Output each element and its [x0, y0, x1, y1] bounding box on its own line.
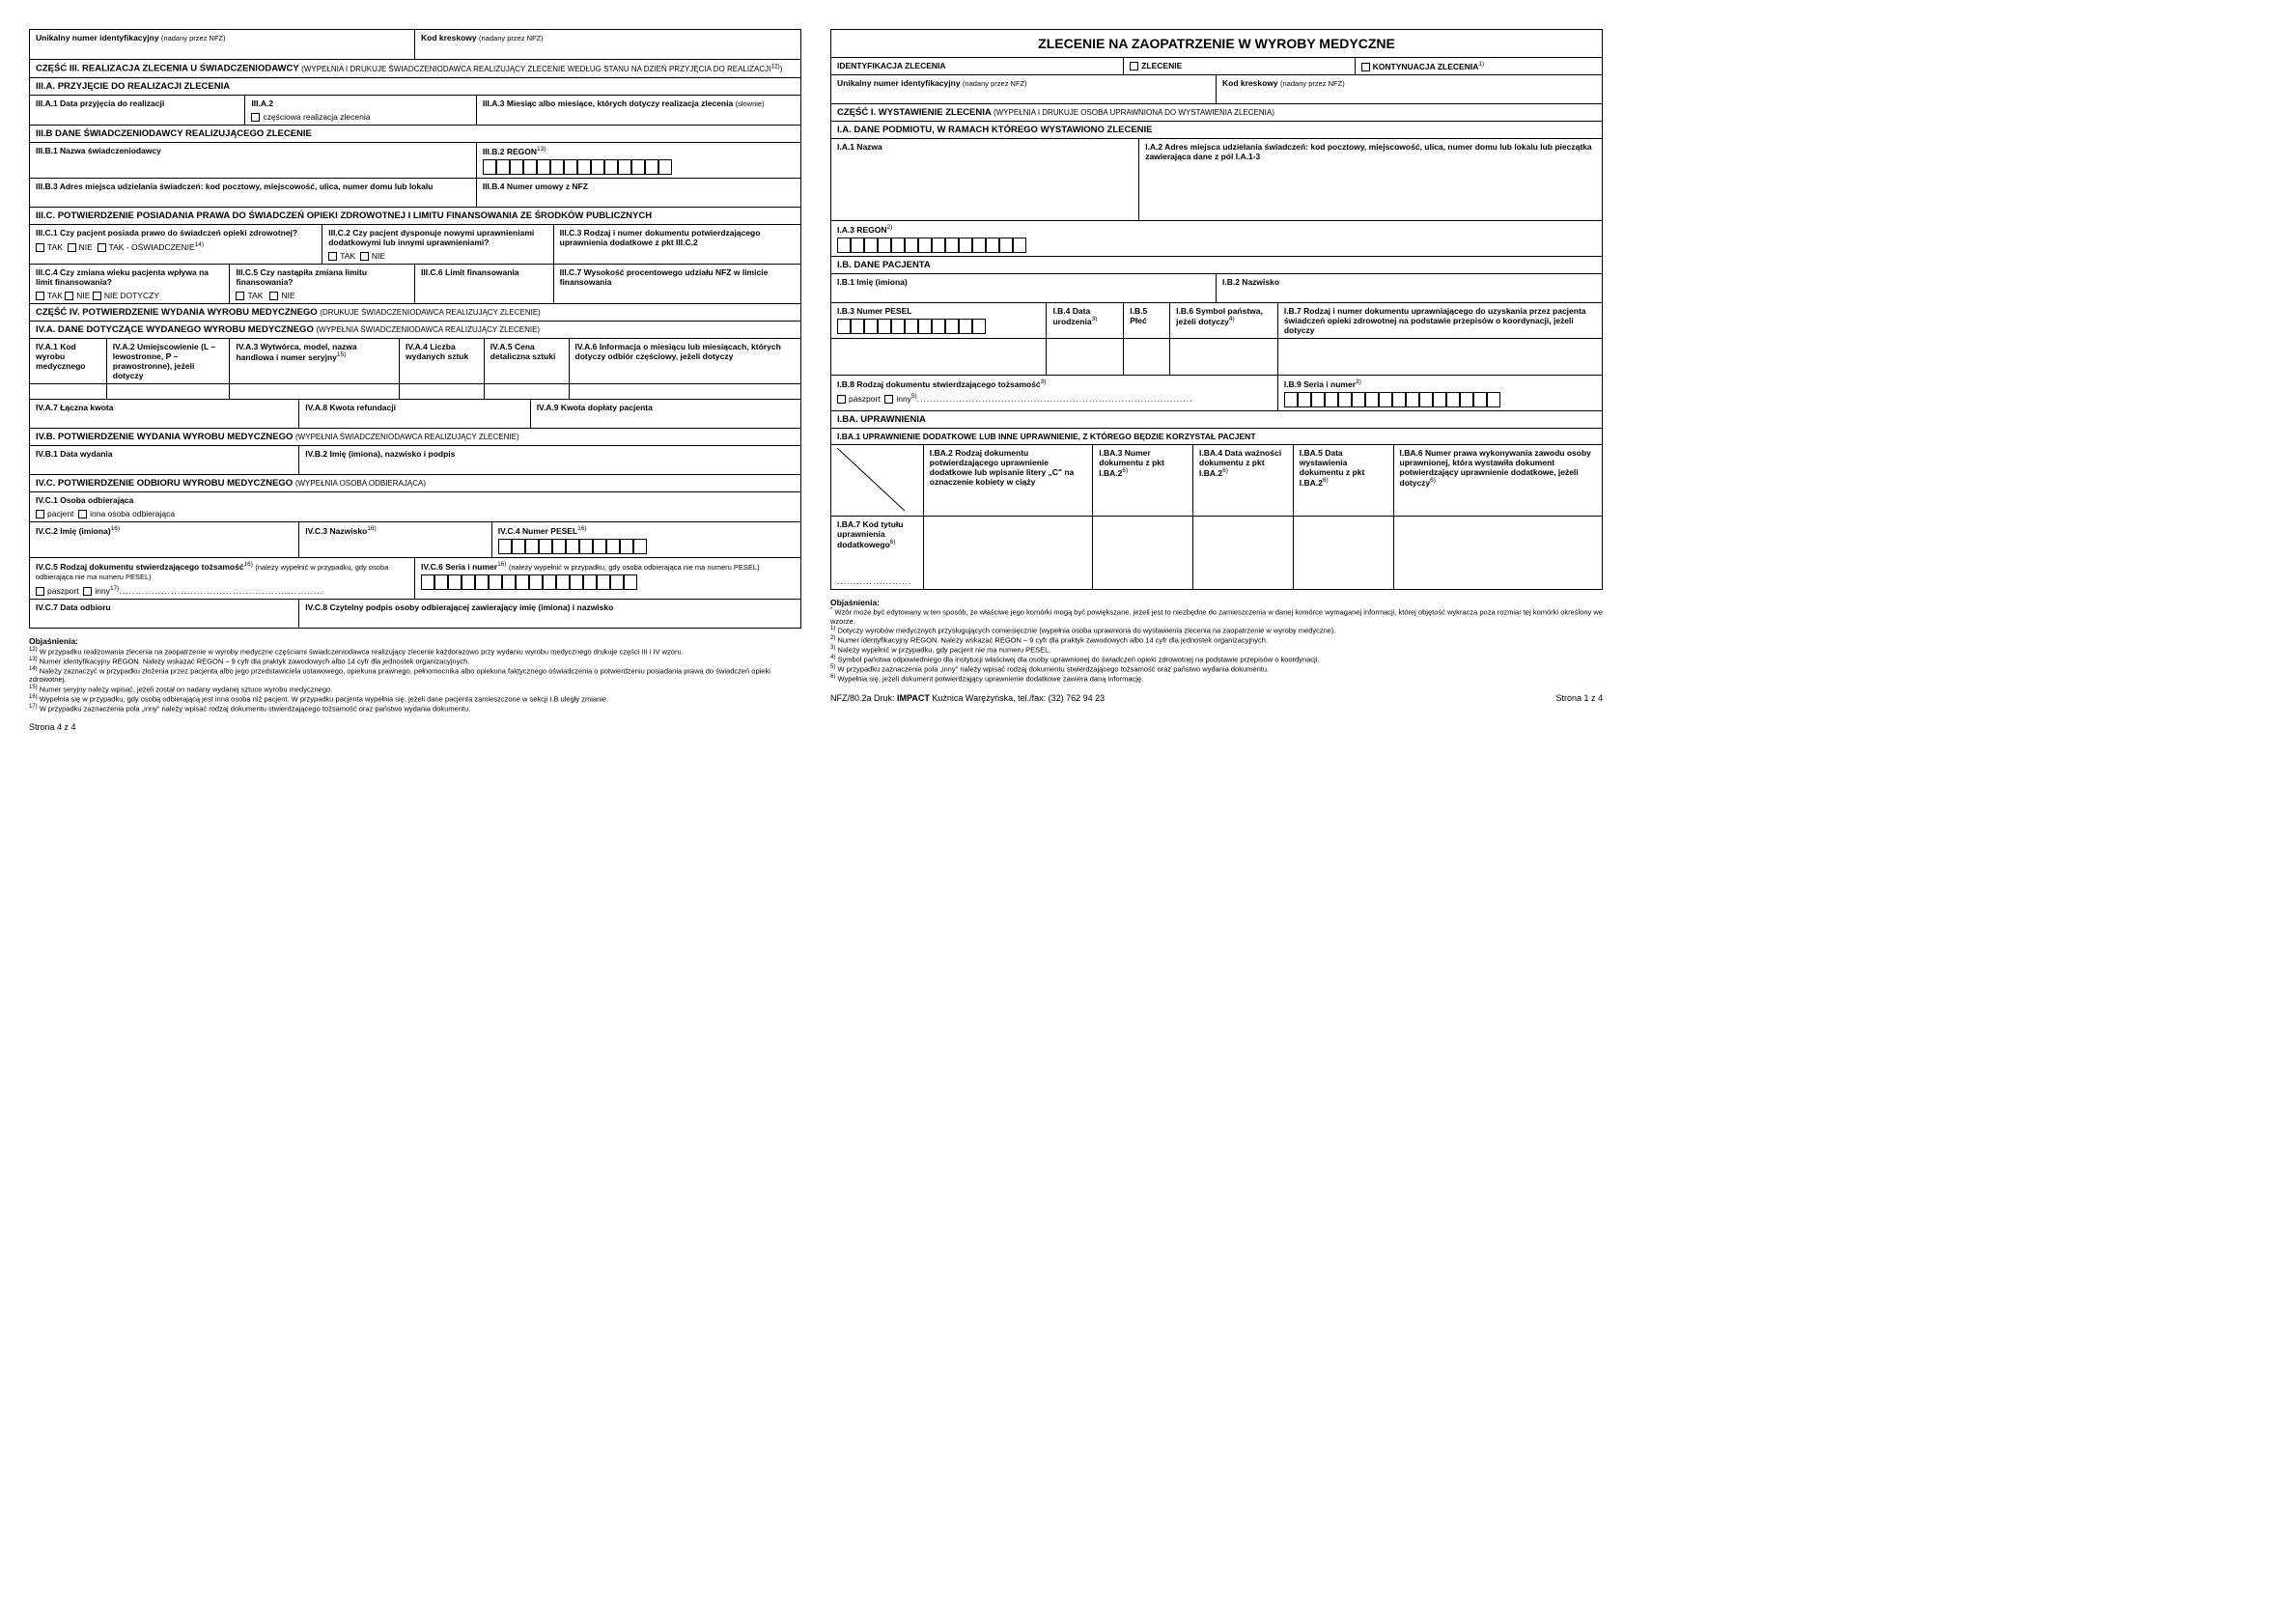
pesel-boxes[interactable] [498, 539, 795, 554]
czesc4: CZĘŚĆ IV. POTWIERDZENIE WYDANIA WYROBU M… [36, 307, 318, 318]
czesc1: CZĘŚĆ I. WYSTAWIENIE ZLECENIA [837, 107, 991, 118]
IA: I.A. DANE PODMIOTU, W RAMACH KTÓREGO WYS… [831, 121, 1602, 138]
IVC: IV.C. POTWIERDZENIE ODBIORU WYROBU MEDYC… [36, 478, 293, 489]
checkbox-kontynuacja[interactable] [1361, 63, 1370, 71]
diagonal-icon [837, 448, 905, 511]
pesel-right-boxes[interactable] [837, 319, 1040, 334]
unikalny-label: Unikalny numer identyfikacyjny [36, 33, 159, 42]
regon-right-boxes[interactable] [837, 238, 1596, 253]
footer-right: NFZ/80.2a Druk: IMPACT Kuźnica Warężyńsk… [830, 693, 1603, 703]
footer-left: Strona 4 z 4 [29, 722, 801, 732]
IIIB: III.B DANE ŚWIADCZENIODAWCY REALIZUJĄCEG… [30, 125, 800, 142]
IBA1: I.BA.1 UPRAWNIENIE DODATKOWE LUB INNE UP… [831, 428, 1602, 444]
checkbox-zlecenie[interactable] [1130, 62, 1138, 70]
objasnienia-left: Objaśnienia: 12) W przypadku realizowani… [29, 636, 801, 713]
form-right: ZLECENIE NA ZAOPATRZENIE W WYROBY MEDYCZ… [830, 29, 1603, 590]
form-left: Unikalny numer identyfikacyjny (nadany p… [29, 29, 801, 629]
IVA: IV.A. DANE DOTYCZĄCE WYDANEGO WYROBU MED… [36, 324, 314, 335]
checkbox-partial[interactable] [251, 113, 260, 122]
regon-boxes[interactable] [483, 159, 795, 175]
IB: I.B. DANE PACJENTA [831, 256, 1602, 273]
czesc3: CZĘŚĆ III. REALIZACJA ZLECENIA U ŚWIADCZ… [36, 64, 299, 74]
objasnienia-right: Objaśnienia: * Wzór może być edytowany w… [830, 598, 1603, 684]
IIIA: III.A. PRZYJĘCIE DO REALIZACJI ZLECENIA [30, 77, 800, 95]
form-title: ZLECENIE NA ZAOPATRZENIE W WYROBY MEDYCZ… [831, 30, 1602, 58]
page-left: Unikalny numer identyfikacyjny (nadany p… [29, 29, 801, 732]
IBA: I.BA. UPRAWNIENIA [831, 410, 1602, 428]
page-right: ZLECENIE NA ZAOPATRZENIE W WYROBY MEDYCZ… [830, 29, 1603, 732]
IVB: IV.B. POTWIERDZENIE WYDANIA WYROBU MEDYC… [36, 432, 293, 442]
IIIC: III.C. POTWIERDZENIE POSIADANIA PRAWA DO… [30, 207, 800, 224]
kod-label: Kod kreskowy [421, 33, 477, 42]
